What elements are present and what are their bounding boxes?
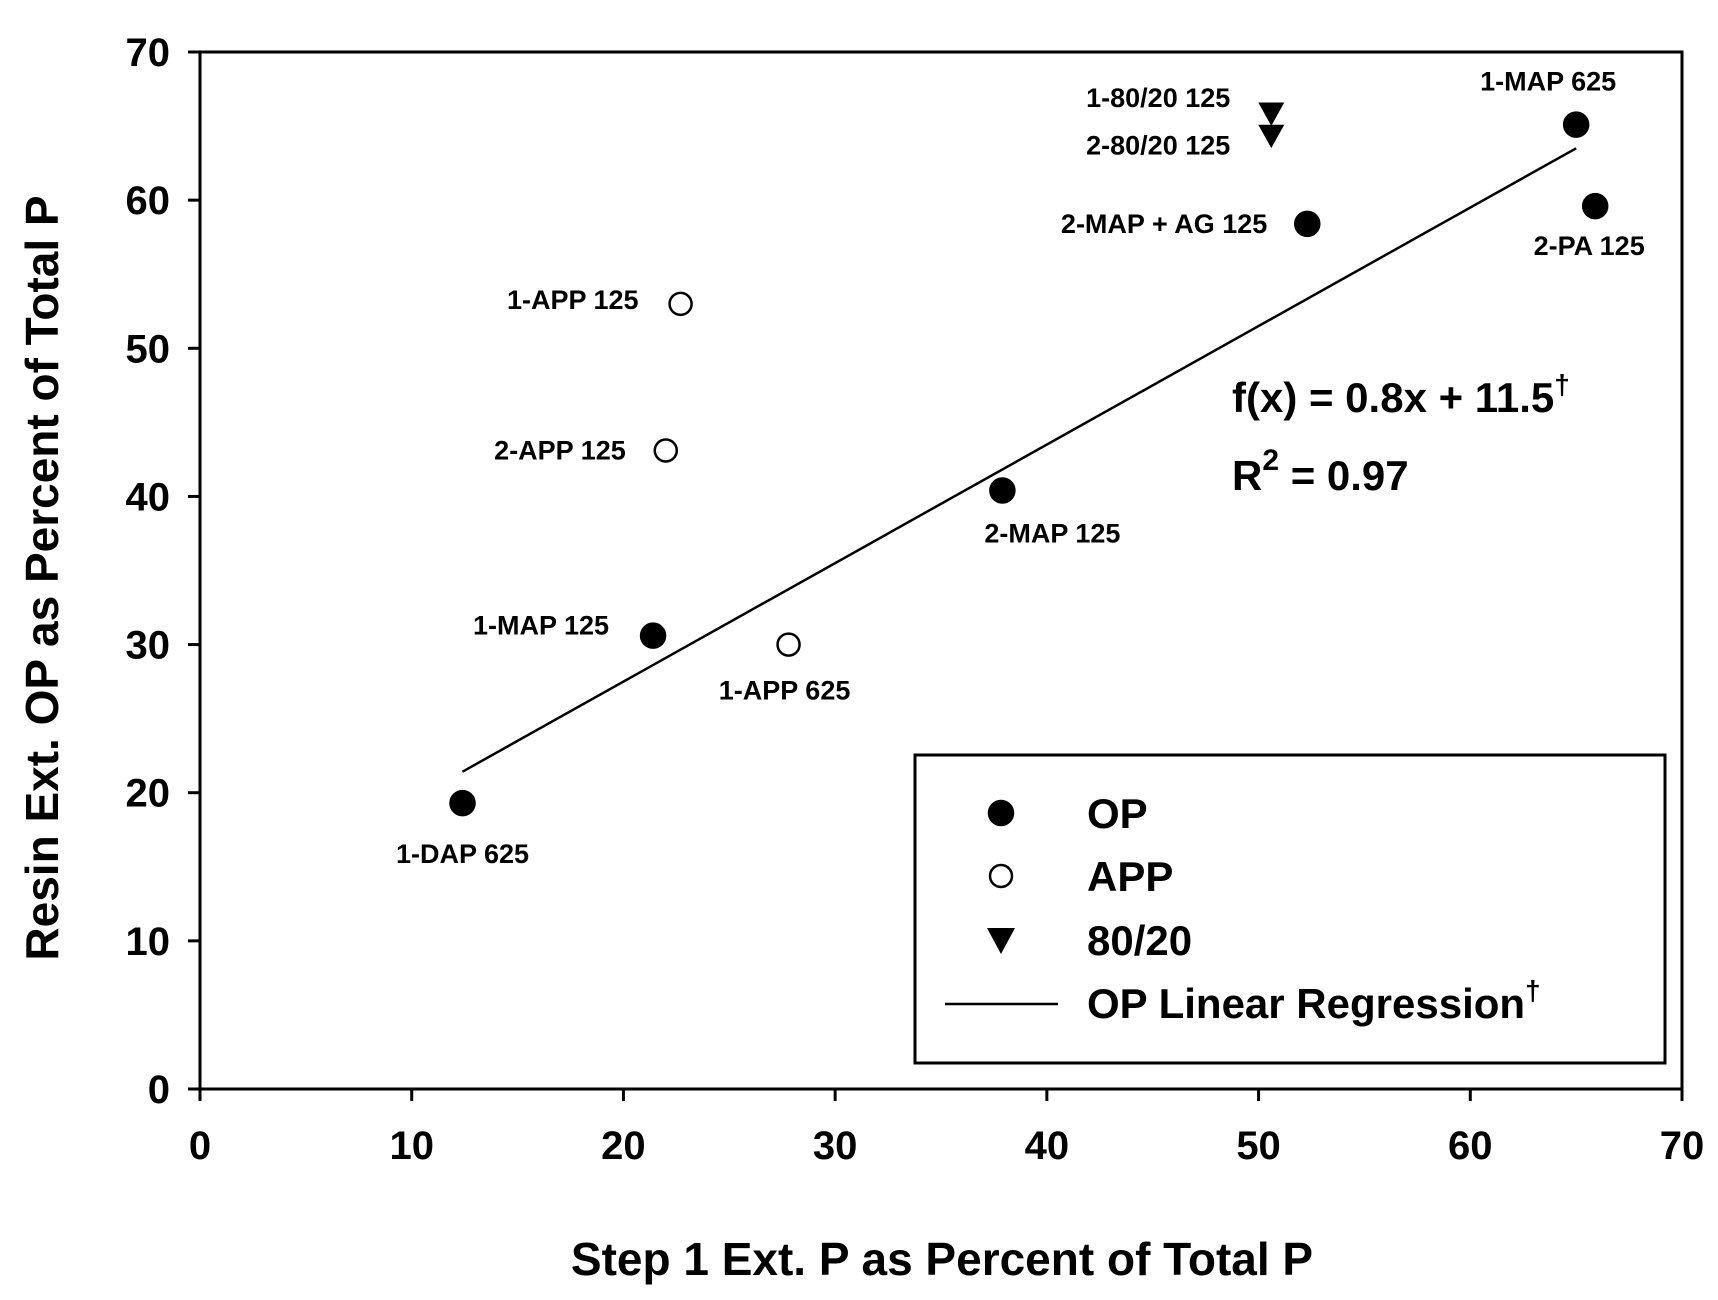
point-app <box>653 438 679 463</box>
data-points <box>449 102 1609 817</box>
point-labels: 1-DAP 625 1-MAP 125 2-MAP 125 2-MAP + AG 12… <box>396 67 1645 869</box>
legend-marker-app <box>988 863 1014 889</box>
y-tick-label: 40 <box>126 475 171 519</box>
x-tick-label: 60 <box>1448 1124 1493 1168</box>
x-tick-label: 10 <box>389 1124 434 1168</box>
svg-text:f(x) = 0.8x + 11.5†: f(x) = 0.8x + 11.5† <box>1232 369 1570 421</box>
regression-line <box>461 147 1577 773</box>
tick-labels: 0 10 20 30 40 50 60 70 0 10 20 30 40 50 60 70 <box>126 31 1705 1168</box>
r-squared-exponent: 2 <box>1262 444 1279 477</box>
point-op <box>1581 192 1609 220</box>
point-op <box>639 622 667 649</box>
point-label: 2-MAP 125 <box>984 519 1120 549</box>
y-axis-title: Resin Ext. OP as Percent of Total P <box>16 195 68 960</box>
equation-text: f(x) = 0.8x + 11.5 <box>1232 374 1554 421</box>
legend-marker-80-20 <box>987 928 1015 954</box>
legend-marker-op <box>987 799 1015 827</box>
regression-equation: f(x) = 0.8x + 11.5† R2 = 0.97 <box>1232 369 1570 499</box>
x-tick-label: 70 <box>1660 1124 1705 1168</box>
point-label: 1-MAP 625 <box>1480 67 1616 97</box>
x-tick-label: 30 <box>813 1124 858 1168</box>
y-tick-label: 30 <box>126 624 171 668</box>
r-squared-prefix: R <box>1232 452 1262 499</box>
point-op <box>1562 111 1590 138</box>
equation-dagger: † <box>1554 369 1570 400</box>
point-app <box>668 291 693 317</box>
x-tick-label: 40 <box>1025 1124 1070 1168</box>
legend-label-op: OP <box>1087 790 1148 837</box>
y-tick-label: 10 <box>126 920 171 964</box>
y-tick-label: 20 <box>126 772 171 816</box>
r-squared-value: = 0.97 <box>1279 452 1409 499</box>
legend-label-80-20: 80/20 <box>1087 917 1192 964</box>
point-op <box>1294 210 1321 238</box>
point-label: 2-MAP + AG 125 <box>1061 209 1267 239</box>
point-80-20 <box>1258 102 1285 126</box>
legend: OP APP 80/20 OP Linear Regression† <box>913 753 1667 1065</box>
y-tick-label: 60 <box>126 179 171 223</box>
y-tick-label: 70 <box>126 31 171 75</box>
point-label: 2-APP 125 <box>494 436 626 466</box>
plot-frame <box>198 50 1684 1091</box>
point-label: 2-80/20 125 <box>1086 130 1230 160</box>
point-app <box>776 632 801 657</box>
point-label: 1-DAP 625 <box>396 839 529 869</box>
x-tick-label: 50 <box>1236 1124 1281 1168</box>
y-tick-label: 50 <box>126 327 171 371</box>
point-label: 1-MAP 125 <box>473 611 609 641</box>
point-op <box>449 789 476 817</box>
x-axis-title: Step 1 Ext. P as Percent of Total P <box>571 1233 1313 1285</box>
legend-box <box>913 753 1667 1065</box>
x-tick-label: 20 <box>601 1124 646 1168</box>
x-tick-label: 0 <box>189 1124 211 1168</box>
point-label: 1-APP 625 <box>719 676 851 706</box>
point-80-20 <box>1258 124 1285 149</box>
point-label: 2-PA 125 <box>1534 231 1645 261</box>
legend-label-app: APP <box>1087 853 1173 900</box>
y-tick-label: 0 <box>148 1068 170 1112</box>
axes <box>188 50 1684 1101</box>
svg-text:R2 = 0.97: R2 = 0.97 <box>1232 444 1409 499</box>
point-label: 1-80/20 125 <box>1086 83 1230 113</box>
point-label: 1-APP 125 <box>507 285 639 315</box>
point-op <box>989 477 1016 504</box>
legend-label-regression: OP Linear Regression† <box>1087 975 1541 1027</box>
